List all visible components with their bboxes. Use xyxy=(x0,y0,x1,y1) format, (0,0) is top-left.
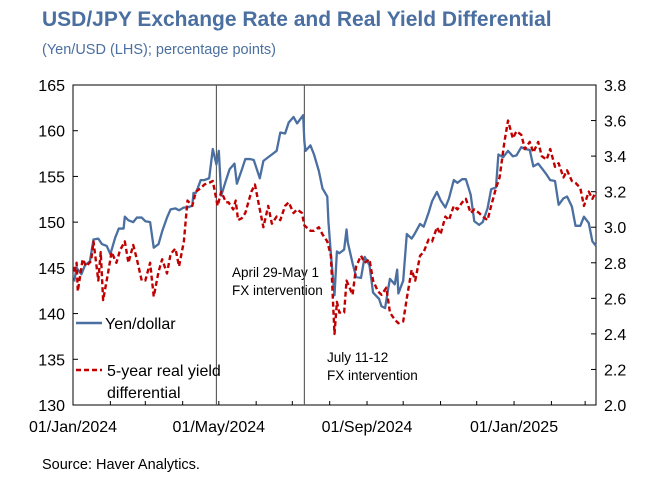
left-axis-tick-label: 130 xyxy=(38,398,65,415)
left-axis-tick-label: 145 xyxy=(38,261,65,278)
right-axis-tick-label: 3.2 xyxy=(604,185,626,202)
right-axis-tick-label: 2.6 xyxy=(604,291,626,308)
legend-label-yen-dollar: Yen/dollar xyxy=(105,316,176,333)
legend-label-real-yield: 5-year real yield differential xyxy=(107,363,221,402)
left-axis-tick-label: 135 xyxy=(38,352,65,369)
right-axis-tick-label: 3.0 xyxy=(604,220,626,237)
chart-canvas: 130 135 140 145 150 155 160 165 2.0 2.2 2.4 2.6 2.8 3… xyxy=(29,78,626,436)
intervention-annotation-text: July 11-12 xyxy=(327,350,388,365)
left-axis-tick-label: 140 xyxy=(38,307,65,324)
right-axis-tick-label: 2.8 xyxy=(604,256,626,273)
real-yield-differential-line xyxy=(73,119,598,336)
intervention-annotation-text: April 29-May 1 xyxy=(232,265,319,280)
source-note: Source: Haver Analytics. xyxy=(42,457,200,473)
left-axis-tick-label: 150 xyxy=(38,215,65,232)
x-axis-tick-label: 01/May/2024 xyxy=(173,419,266,436)
left-axis-tick-label: 155 xyxy=(38,169,65,186)
right-axis-tick-label: 2.2 xyxy=(604,362,626,379)
intervention-annotation-text: FX intervention xyxy=(327,368,418,383)
right-axis-tick-label: 2.4 xyxy=(604,327,626,344)
yen-dollar-line xyxy=(73,114,597,310)
left-axis-tick-label: 165 xyxy=(38,78,65,95)
right-axis-tick-label: 2.0 xyxy=(604,398,626,415)
chart-title: USD/JPY Exchange Rate and Real Yield Dif… xyxy=(42,8,552,31)
left-axis-tick-label: 160 xyxy=(38,124,65,141)
right-axis-tick-label: 3.6 xyxy=(604,114,626,131)
x-axis-tick-label: 01/Jan/2024 xyxy=(29,419,117,436)
intervention-annotation-text: FX intervention xyxy=(232,283,323,298)
x-axis-tick-label: 01/Jan/2025 xyxy=(470,419,558,436)
x-axis-tick-label: 01/Sep/2024 xyxy=(322,419,413,436)
right-axis-tick-label: 3.8 xyxy=(604,78,626,95)
chart-subtitle: (Yen/USD (LHS); percentage points) xyxy=(42,42,276,58)
right-axis-tick-label: 3.4 xyxy=(604,149,626,166)
